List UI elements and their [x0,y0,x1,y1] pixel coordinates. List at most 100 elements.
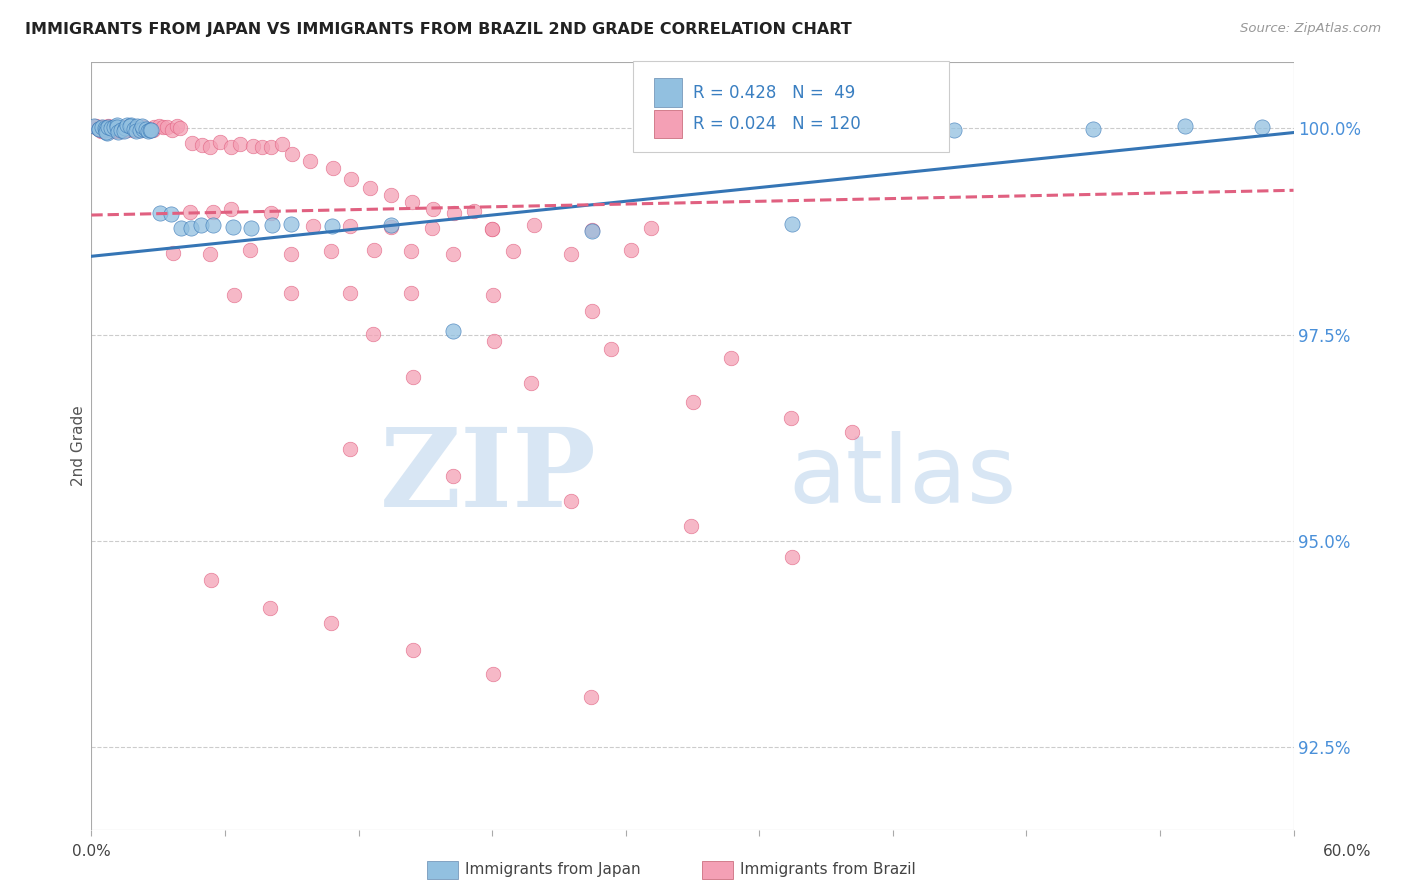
Point [93,122,115,136]
Point [162,245,184,260]
Point [93,123,115,137]
Point [96,121,118,136]
Point [201,218,224,232]
Point [280,217,302,231]
Text: 60.0%: 60.0% [1323,845,1371,859]
Point [97,123,120,137]
Point [640,220,662,235]
Point [107,122,129,136]
Point [93,121,115,136]
Point [118,119,141,133]
Point [322,161,344,175]
Point [93,120,115,134]
Point [581,304,603,318]
Point [86,120,108,134]
Point [620,243,643,257]
Point [127,123,149,137]
Point [149,205,172,219]
Point [202,205,225,219]
Point [422,221,444,235]
Point [191,137,214,152]
Text: R = 0.428   N =  49: R = 0.428 N = 49 [693,84,855,102]
Point [83,120,105,134]
Point [179,205,201,219]
Point [399,286,422,301]
Point [139,122,162,136]
Point [97,120,120,134]
Point [105,120,128,134]
Point [104,123,127,137]
Point [359,181,381,195]
Point [380,219,402,234]
Point [131,120,153,134]
Point [107,125,129,139]
Point [380,218,402,232]
Point [523,219,546,233]
Point [380,188,402,202]
Point [560,494,582,508]
Point [160,207,183,221]
Point [101,120,124,135]
Point [180,220,202,235]
Point [402,370,425,384]
Text: ZIP: ZIP [380,423,596,530]
Point [242,138,264,153]
Point [841,425,863,440]
Point [170,221,193,235]
Point [105,118,128,132]
Point [782,217,804,231]
Point [259,600,281,615]
Point [136,122,159,136]
Point [481,222,503,236]
Point [89,122,111,136]
Point [219,140,242,154]
Point [463,204,485,219]
Point [1081,121,1104,136]
Point [222,220,245,235]
Point [156,120,179,135]
Text: atlas: atlas [789,431,1017,523]
Point [97,120,120,135]
Point [239,243,262,257]
Point [101,120,124,135]
Point [110,122,132,136]
Point [271,137,294,152]
Point [103,122,125,136]
Point [143,120,166,134]
Point [321,219,343,233]
Point [219,202,242,217]
Point [200,574,222,588]
Point [160,123,183,137]
Point [679,519,702,533]
Point [141,123,163,137]
Point [302,219,325,233]
Point [720,351,742,366]
Point [441,324,464,338]
Point [443,205,465,219]
Point [138,124,160,138]
Point [181,136,204,150]
Point [208,136,231,150]
Point [299,153,322,168]
Point [361,326,384,341]
Point [229,136,252,151]
Text: Source: ZipAtlas.com: Source: ZipAtlas.com [1240,22,1381,36]
Point [87,122,110,136]
Point [200,247,222,261]
Point [401,642,423,657]
Point [90,120,112,134]
Point [94,125,117,139]
Point [441,247,464,261]
Point [105,124,128,138]
Point [441,469,464,483]
Point [148,120,170,134]
Text: 0.0%: 0.0% [72,845,111,859]
Point [581,222,603,236]
Point [114,120,136,135]
Point [198,140,221,154]
Point [339,285,361,300]
Y-axis label: 2nd Grade: 2nd Grade [70,406,86,486]
Point [942,123,965,137]
Point [131,120,153,134]
Point [90,120,112,134]
